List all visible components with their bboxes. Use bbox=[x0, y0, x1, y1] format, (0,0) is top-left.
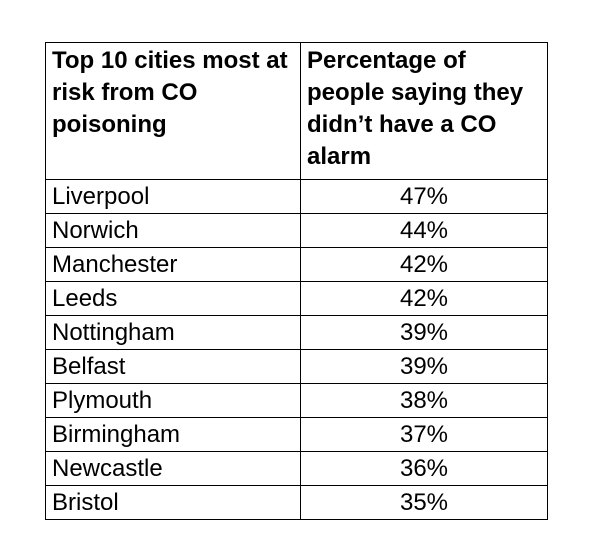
header-cell: Top 10 cities most at risk from CO poiso… bbox=[45, 42, 301, 180]
percentage-cell: 37% bbox=[300, 417, 548, 452]
table-row: Belfast 39% bbox=[45, 349, 548, 384]
table-row: Liverpool 47% bbox=[45, 179, 548, 214]
table-row: Newcastle 36% bbox=[45, 451, 548, 486]
city-cell: Bristol bbox=[45, 485, 301, 520]
table-row: Bristol 35% bbox=[45, 485, 548, 520]
percentage-cell: 47% bbox=[300, 179, 548, 214]
table-body: Liverpool 47% Norwich 44% Manchester 42% Leeds… bbox=[45, 179, 548, 520]
percentage-cell: 35% bbox=[300, 485, 548, 520]
percentage-cell: 42% bbox=[300, 281, 548, 316]
city-cell: Belfast bbox=[45, 349, 301, 384]
table-row: Leeds 42% bbox=[45, 281, 548, 316]
city-cell: Nottingham bbox=[45, 315, 301, 350]
percentage-cell: 36% bbox=[300, 451, 548, 486]
city-cell: Birmingham bbox=[45, 417, 301, 452]
percentage-cell: 42% bbox=[300, 247, 548, 282]
table-row: Birmingham 37% bbox=[45, 417, 548, 452]
risk-table: Top 10 cities most at risk from CO poiso… bbox=[45, 42, 548, 520]
city-cell: Plymouth bbox=[45, 383, 301, 418]
header-row: Top 10 cities most at risk from CO poiso… bbox=[45, 42, 548, 180]
city-cell: Newcastle bbox=[45, 451, 301, 486]
percentage-cell: 39% bbox=[300, 315, 548, 350]
city-cell: Manchester bbox=[45, 247, 301, 282]
percentage-cell: 38% bbox=[300, 383, 548, 418]
percentage-cell: 44% bbox=[300, 213, 548, 248]
percentage-cell: 39% bbox=[300, 349, 548, 384]
city-cell: Liverpool bbox=[45, 179, 301, 214]
city-cell: Leeds bbox=[45, 281, 301, 316]
header-cell: Percentage of people saying they didn’t … bbox=[300, 42, 548, 180]
table-row: Plymouth 38% bbox=[45, 383, 548, 418]
table-row: Nottingham 39% bbox=[45, 315, 548, 350]
table-row: Manchester 42% bbox=[45, 247, 548, 282]
table-row: Norwich 44% bbox=[45, 213, 548, 248]
city-cell: Norwich bbox=[45, 213, 301, 248]
